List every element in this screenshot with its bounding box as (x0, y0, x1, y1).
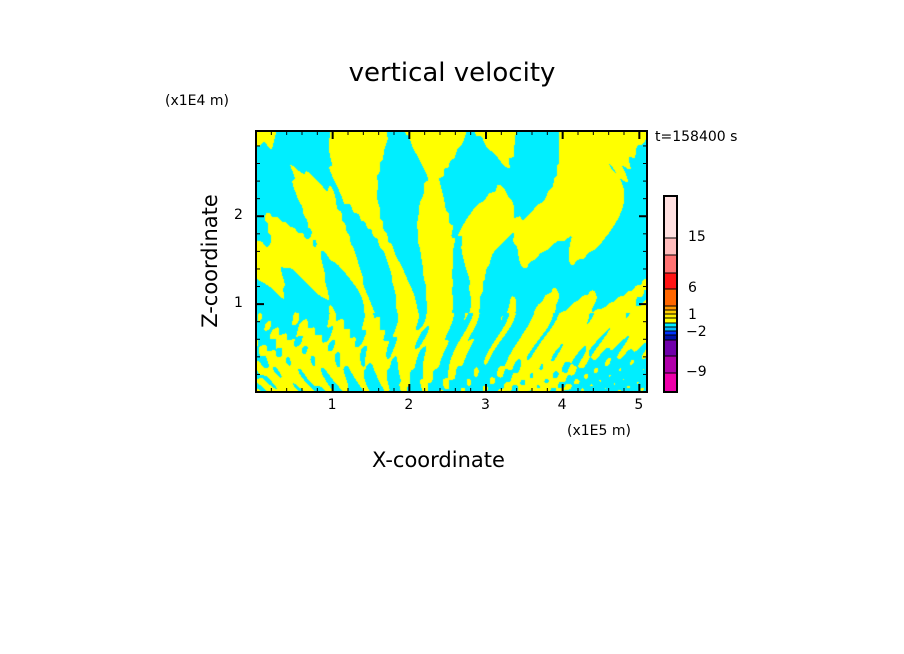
colorbar-label: −2 (686, 324, 707, 340)
y-tick-label: 1 (234, 295, 243, 312)
colorbar-segment (663, 330, 678, 336)
colorbar-label: 1 (688, 307, 697, 323)
y-axis-unit: (x1E4 m) (165, 93, 229, 109)
x-tick-label: 4 (557, 397, 567, 413)
colorbar-segment (663, 195, 678, 239)
colorbar-label: 15 (688, 229, 706, 245)
colorbar-label: 6 (688, 280, 697, 296)
colorbar-segment (663, 237, 678, 256)
chart-title: vertical velocity (348, 58, 556, 88)
x-tick-label: 2 (404, 397, 414, 413)
colorbar-segment (663, 288, 678, 307)
colorbar-segment (663, 305, 678, 311)
x-axis-unit: (x1E5 m) (567, 423, 631, 439)
colorbar-segment (663, 339, 678, 357)
velocity-field (256, 131, 647, 392)
colorbar-segment (663, 309, 678, 315)
colorbar-segment (663, 272, 678, 290)
x-tick-label: 5 (634, 397, 644, 413)
colorbar-label: −9 (686, 364, 707, 380)
colorbar-frame (663, 195, 678, 393)
colorbar-segment (663, 372, 678, 393)
x-tick-label: 3 (481, 397, 490, 413)
y-tick-label: 2 (234, 207, 243, 224)
x-tick-label: 1 (327, 397, 337, 413)
time-annotation: t=158400 s (655, 129, 738, 145)
colorbar-segment (663, 317, 678, 324)
colorbar-segment (663, 254, 678, 274)
colorbar-segment (663, 355, 678, 374)
colorbar-segment (663, 322, 678, 328)
x-axis-label: X-coordinate (372, 448, 505, 472)
colorbar-segment (663, 334, 678, 341)
plot-frame (255, 130, 648, 393)
colorbar-segment (663, 326, 678, 332)
colorbar-segment (663, 313, 678, 319)
